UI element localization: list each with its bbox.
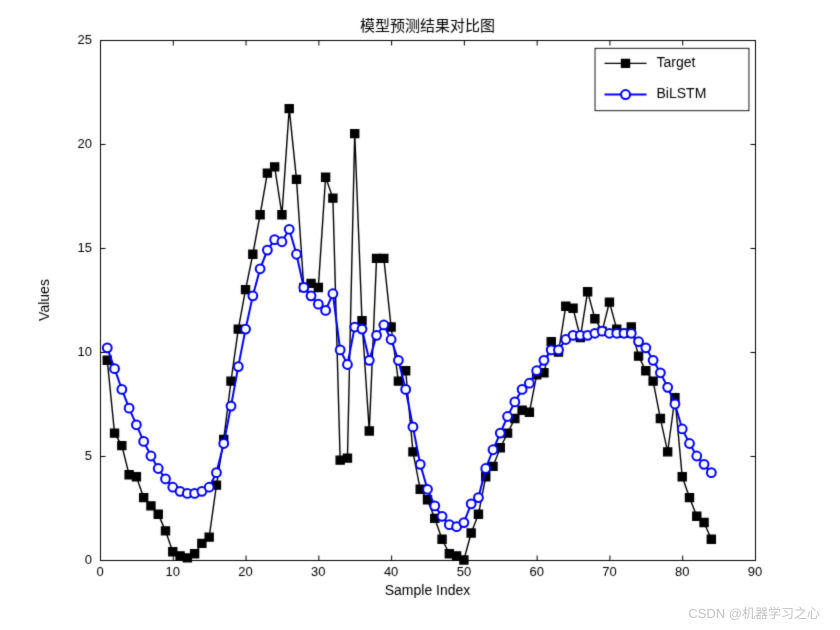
comparison-chart [0, 0, 840, 630]
